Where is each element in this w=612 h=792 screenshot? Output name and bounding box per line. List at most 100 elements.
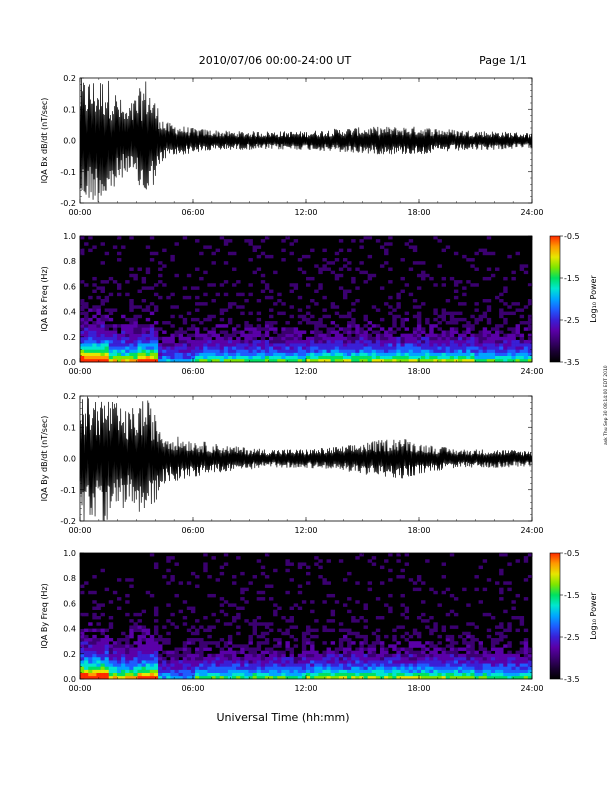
spectrogram-cell <box>252 248 257 253</box>
spectrogram-cell <box>195 628 200 633</box>
spectrogram-cell <box>80 305 85 309</box>
spectrogram-cell <box>256 355 262 360</box>
spectrogram-cell <box>474 317 479 322</box>
spectrogram-cell <box>199 656 204 661</box>
spectrogram-cell <box>318 653 323 658</box>
spectrogram-cell <box>363 280 368 284</box>
spectrogram-cell <box>396 343 401 347</box>
spectrogram-cell <box>190 653 196 658</box>
spectrogram-cell <box>495 672 500 677</box>
y-tick-label: 1.0 <box>63 549 76 558</box>
spectrogram-cell <box>429 346 434 350</box>
spectrogram-cell <box>306 656 311 661</box>
spectrogram-cell <box>384 333 389 338</box>
spectrogram-cell <box>347 261 352 265</box>
spectrogram-cell <box>462 292 467 297</box>
spectrogram-cell <box>482 311 488 316</box>
spectrogram-cell <box>203 660 208 664</box>
spectrogram-cell <box>478 358 483 363</box>
spectrogram-cell <box>429 631 434 636</box>
spectrogram-cell <box>182 616 188 620</box>
spectrogram-cell <box>182 349 188 353</box>
spectrogram-cell <box>96 330 101 334</box>
spectrogram-cell <box>203 346 208 350</box>
spectrogram-cell <box>330 675 336 680</box>
spectrogram-cell <box>174 349 179 353</box>
spectrogram-cell <box>495 349 500 353</box>
spectrogram-cell <box>264 669 270 673</box>
spectrogram-cell <box>240 590 245 595</box>
spectrogram-cell <box>523 339 529 344</box>
spectrogram-cell <box>388 666 393 670</box>
spectrogram-cell <box>306 641 311 645</box>
spectrogram-cell <box>449 634 455 639</box>
spectrogram-cell <box>449 647 455 651</box>
spectrogram-cell <box>449 653 455 658</box>
spectrogram-cell <box>392 346 397 350</box>
spectrogram-cell <box>466 666 471 670</box>
spectrogram-cell <box>195 327 200 331</box>
spectrogram-cell <box>215 641 221 645</box>
spectrogram-cell <box>433 358 438 363</box>
spectrogram-cell <box>186 339 192 344</box>
spectrogram-cell <box>84 352 89 356</box>
spectrogram-cell <box>269 308 274 312</box>
x-tick-label: 12:00 <box>294 684 317 693</box>
spectrogram-cell <box>285 355 290 360</box>
spectrogram-cell <box>503 663 508 667</box>
spectrogram-cell <box>104 295 110 300</box>
spectrogram-cell <box>269 343 274 347</box>
spectrogram-cell <box>301 666 307 670</box>
spectrogram-cell <box>182 663 188 667</box>
spectrogram-cell <box>104 660 110 664</box>
spectrogram-cell <box>137 628 142 633</box>
spectrogram-cell <box>256 656 262 661</box>
spectrogram-cell <box>499 571 504 576</box>
spectrogram-cell <box>207 634 212 639</box>
spectrogram-cell <box>223 261 229 265</box>
spectrogram-cell <box>88 663 93 667</box>
spectrogram-cell <box>351 355 356 360</box>
spectrogram-cell <box>478 248 483 253</box>
spectrogram-cell <box>470 346 475 350</box>
spectrogram-cell <box>162 352 167 356</box>
spectrogram-cell <box>145 358 151 363</box>
spectrogram-cell <box>264 663 270 667</box>
spectrogram-cell <box>125 656 130 661</box>
spectrogram-cell <box>170 324 175 328</box>
spectrogram-cell <box>433 590 438 595</box>
spectrogram-cell <box>486 349 492 353</box>
spectrogram-cell <box>178 339 184 344</box>
spectrogram-cell <box>269 355 274 360</box>
spectrogram-cell <box>244 660 249 664</box>
spectrogram-cell <box>486 634 492 639</box>
spectrogram-cell <box>125 593 130 598</box>
spectrogram-cell <box>104 653 110 658</box>
spectrogram-cell <box>219 349 225 353</box>
spectrogram-cell <box>92 289 97 293</box>
spectrogram-cell <box>359 339 364 344</box>
spectrogram-cell <box>342 647 348 651</box>
spectrogram-cell <box>462 663 467 667</box>
spectrogram-cell <box>121 343 126 347</box>
spectrogram-cell <box>166 346 171 350</box>
spectrogram-cell <box>326 327 331 331</box>
spectrogram-cell <box>326 261 331 265</box>
spectrogram-cell <box>384 343 389 347</box>
spectrogram-cell <box>318 352 323 356</box>
spectrogram-cell <box>227 638 233 642</box>
spectrogram-cell <box>158 336 163 341</box>
spectrogram-cell <box>433 666 438 670</box>
colorbar-label: Log₁₀ Power <box>589 275 598 323</box>
spectrogram-cell <box>379 644 385 648</box>
spectrogram-cell <box>306 650 311 655</box>
spectrogram-cell <box>306 653 311 658</box>
spectrogram-cell <box>527 314 533 319</box>
spectrogram-cell <box>392 653 397 658</box>
spectrogram-cell <box>269 666 274 670</box>
spectrogram-cell <box>80 352 85 356</box>
spectrogram-cell <box>503 289 508 293</box>
spectrogram-cell <box>104 675 110 680</box>
spectrogram-cell <box>429 349 434 353</box>
spectrogram-cell <box>195 675 200 680</box>
